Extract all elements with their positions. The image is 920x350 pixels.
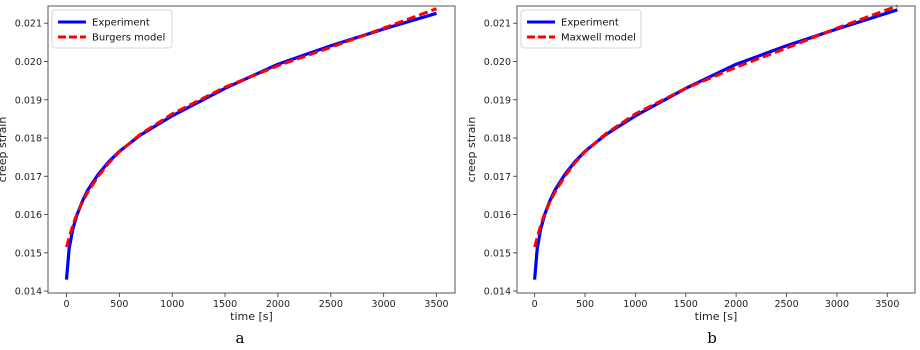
x-tick-label: 500 [576, 299, 594, 310]
y-tick-label: 0.015 [15, 248, 42, 259]
y-tick-label: 0.020 [484, 57, 511, 68]
y-axis-label: creep strain [465, 117, 478, 183]
x-tick-label: 3000 [372, 299, 396, 310]
x-axis-label: time [s] [230, 310, 273, 323]
legend: Experiment Maxwell model [520, 9, 642, 49]
series-line-burgers-model [65, 7, 438, 248]
panel-label: b [707, 329, 717, 347]
legend-entry-label: Experiment [561, 18, 619, 29]
legend-entry-label: Experiment [92, 18, 150, 29]
panel-label: a [236, 329, 245, 347]
y-tick-label: 0.016 [484, 210, 511, 221]
plot-frame [47, 5, 456, 294]
x-tick-label: 1000 [160, 299, 184, 310]
x-axis-label: time [s] [695, 310, 738, 323]
plot-frame [516, 5, 916, 294]
x-tick-label: 1500 [674, 299, 698, 310]
y-tick-label: 0.020 [15, 57, 42, 68]
y-tick-label: 0.016 [15, 210, 42, 221]
series-line-experiment [64, 11, 437, 280]
y-tick-label: 0.017 [15, 172, 42, 183]
legend-entry-label: Burgers model [92, 33, 165, 44]
x-tick-label: 2500 [319, 299, 343, 310]
legend: Experiment Burgers model [51, 9, 173, 49]
x-tick-label: 3500 [424, 299, 448, 310]
y-tick-label: 0.017 [484, 172, 511, 183]
y-axis-label: creep strain [0, 117, 9, 183]
x-tick-label: 1500 [213, 299, 237, 310]
y-tick-label: 0.014 [15, 287, 42, 298]
chart-panel-a: 0 500 1000 1500 2000 2500 3000 3500 0.014 0.015 0.… [0, 5, 456, 323]
legend-entry-label: Maxwell model [561, 33, 636, 44]
x-tick-label: 2500 [774, 299, 798, 310]
x-tick-label: 3000 [825, 299, 849, 310]
x-tick-label: 1000 [623, 299, 647, 310]
x-tick-label: 3500 [875, 299, 899, 310]
x-tick-label: 0 [532, 299, 538, 310]
y-tick-label: 0.018 [15, 134, 42, 145]
y-tick-label: 0.014 [484, 287, 511, 298]
x-tick-label: 2000 [724, 299, 748, 310]
y-tick-label: 0.021 [15, 19, 42, 30]
x-tick-label: 500 [110, 299, 128, 310]
y-tick-label: 0.018 [484, 134, 511, 145]
y-tick-label: 0.019 [484, 95, 511, 106]
x-tick-label: 0 [63, 299, 69, 310]
y-tick-label: 0.015 [484, 248, 511, 259]
chart-panel-b: 0 500 1000 1500 2000 2500 3000 3500 0.014 0.015 0.… [465, 4, 916, 323]
y-tick-label: 0.019 [15, 95, 42, 106]
x-tick-label: 2000 [266, 299, 290, 310]
series-line-experiment [533, 8, 898, 280]
y-tick-label: 0.021 [484, 19, 511, 30]
series-line-maxwell-model [533, 4, 898, 248]
